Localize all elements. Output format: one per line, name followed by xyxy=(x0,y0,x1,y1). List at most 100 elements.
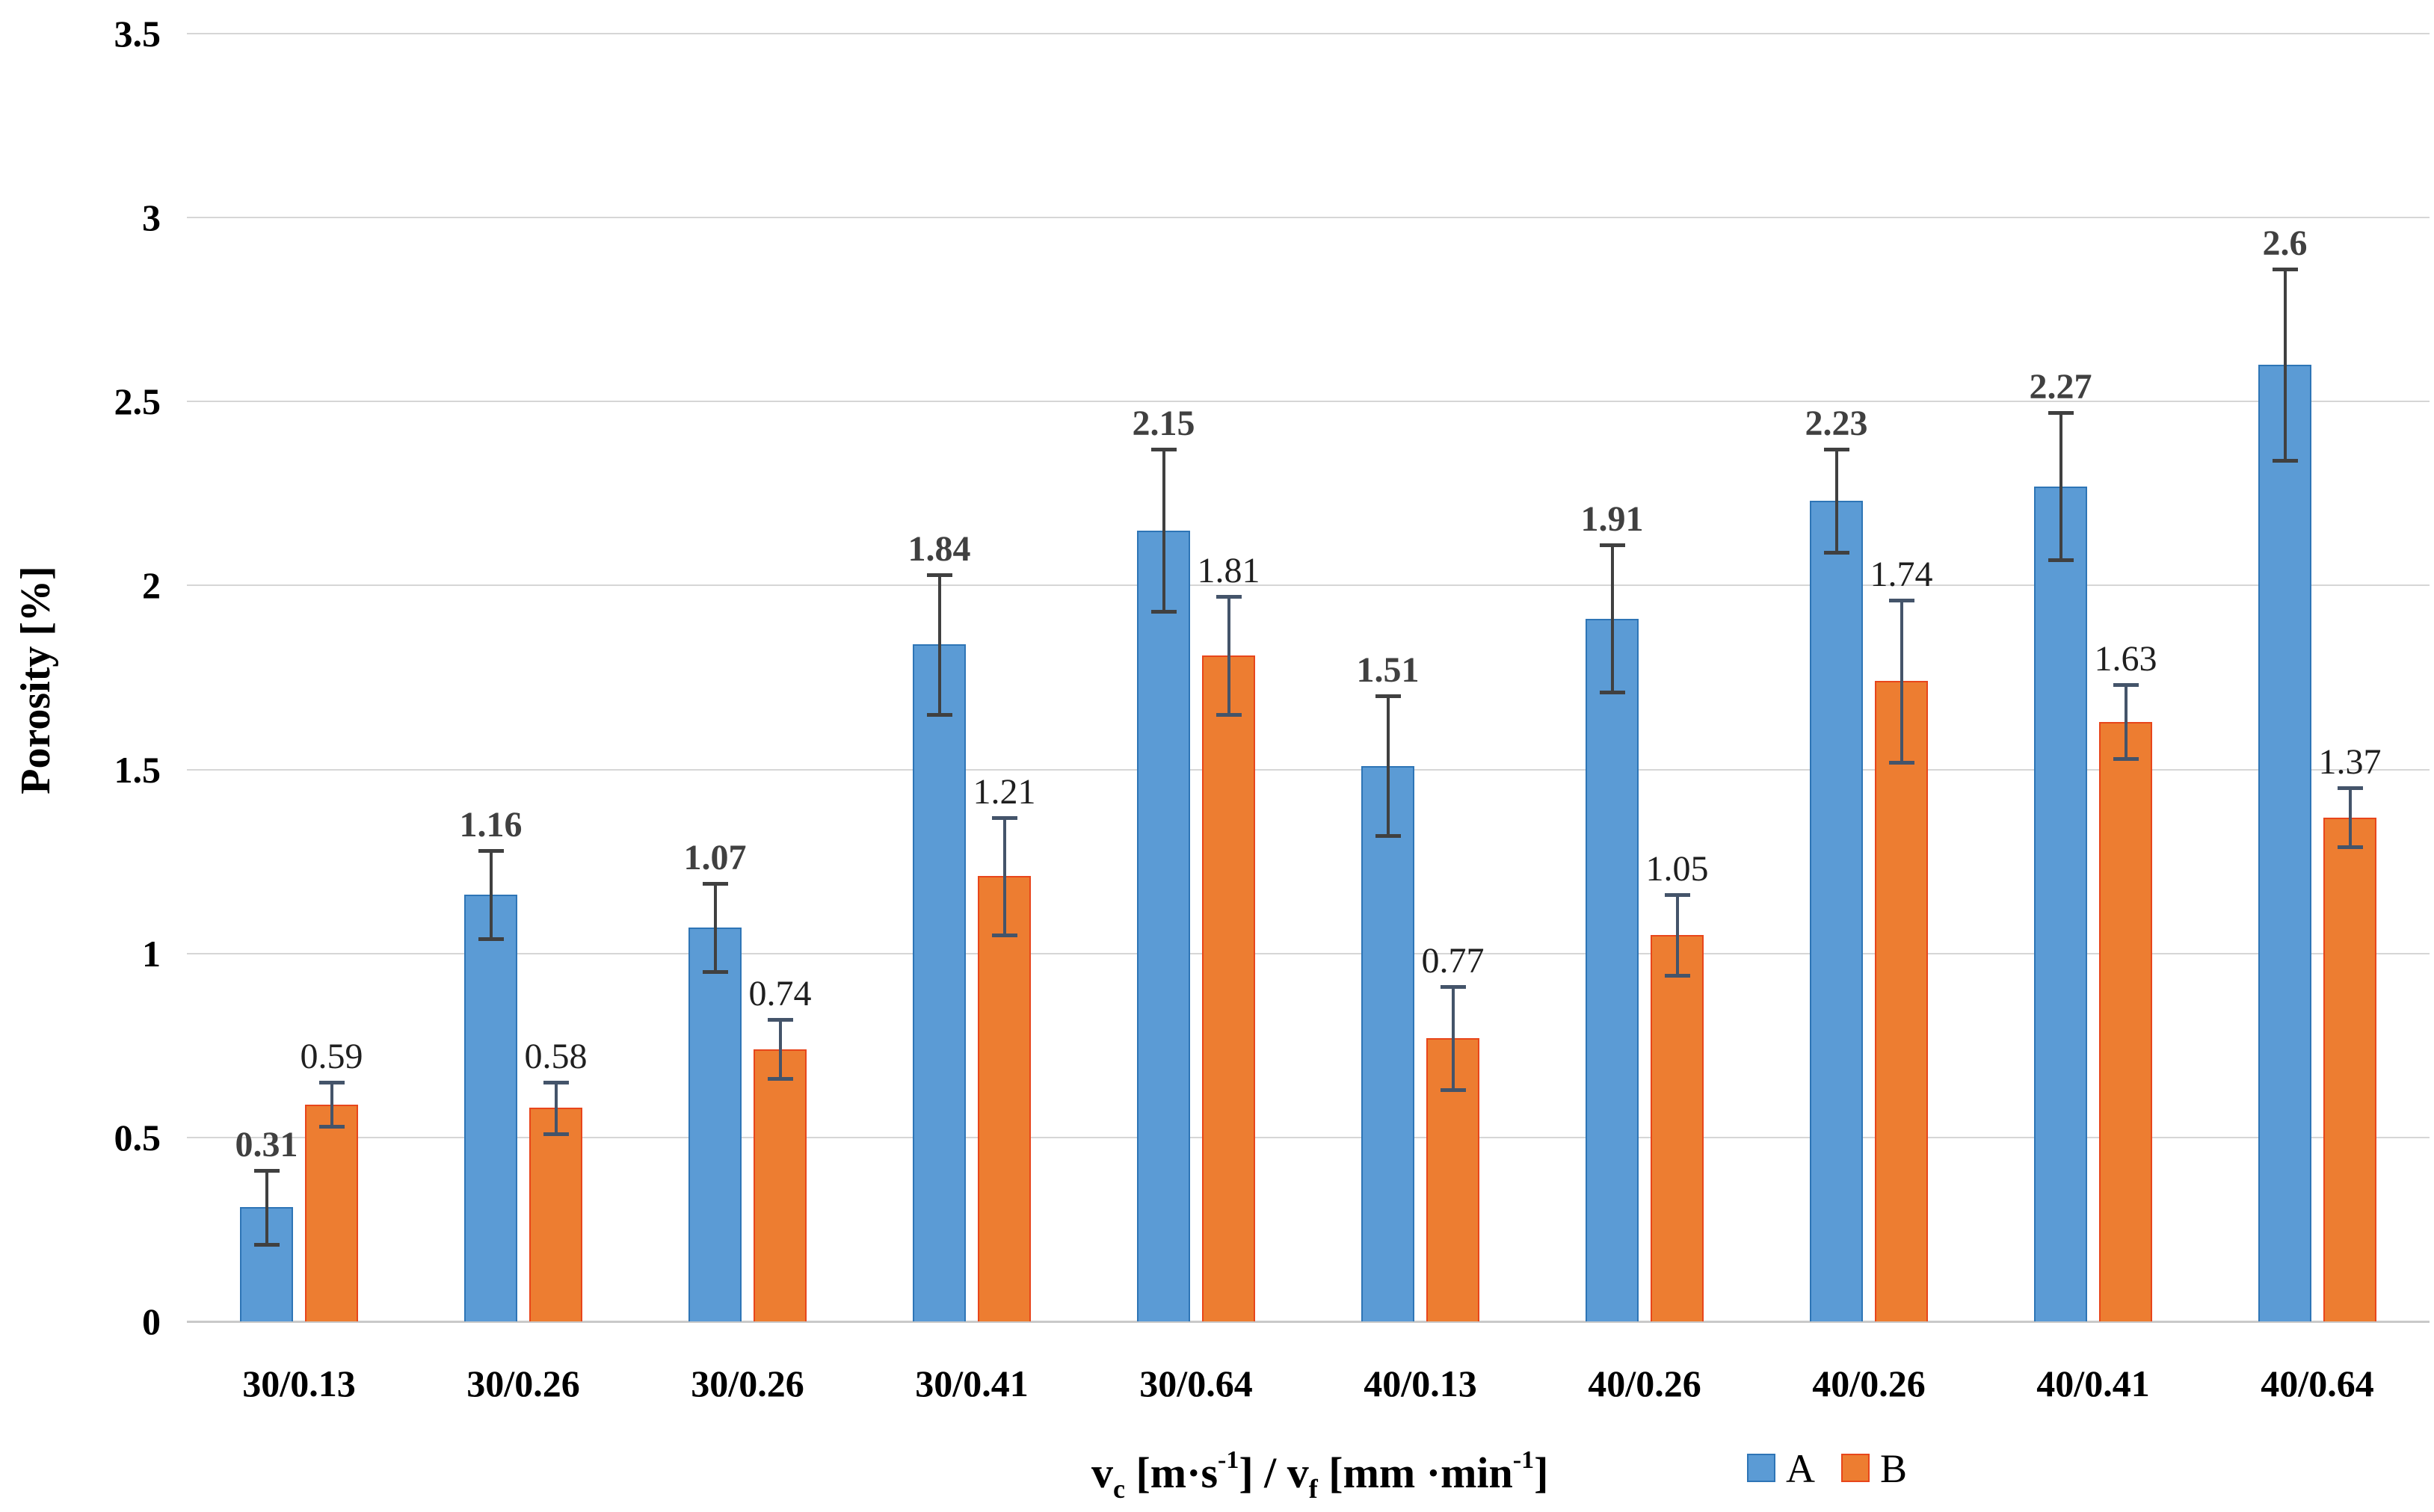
data-label-b-30/0.13: 0.59 xyxy=(300,1037,363,1076)
error-cap-top xyxy=(318,1081,345,1084)
data-label-a-40/0.26: 1.91 xyxy=(1580,499,1644,540)
gridline-y2.5 xyxy=(187,401,2430,403)
data-label-b-30/0.41: 1.21 xyxy=(973,771,1036,812)
bar-a-40/0.41 xyxy=(2034,486,2087,1321)
data-label-a-40/0.41: 2.27 xyxy=(2029,367,2092,407)
error-cap-bottom xyxy=(253,1242,280,1247)
bar-b-30/0.13 xyxy=(305,1104,358,1321)
bar-a-30/0.41 xyxy=(913,644,966,1321)
error-cap-bottom xyxy=(1823,551,1849,555)
data-label-b-40/0.64: 1.37 xyxy=(2318,742,2382,783)
error-cap-top xyxy=(1216,595,1242,599)
error-cap-top xyxy=(1664,892,1690,897)
y-tick-label-1: 1 xyxy=(142,932,161,975)
error-cap-top xyxy=(991,815,1017,820)
gridline-y1 xyxy=(187,952,2430,954)
error-cap-bottom xyxy=(2113,756,2139,761)
error-bar-a-40/0.26 xyxy=(1834,449,1838,553)
category-label: 30/0.13 xyxy=(242,1363,356,1404)
bar-b-40/0.26 xyxy=(1875,681,1928,1321)
bar-a-30/0.26 xyxy=(464,894,517,1321)
error-bar-b-40/0.26 xyxy=(1675,894,1679,976)
x-axis-title: vc [m·s-1] / vf [mm ·min-1] xyxy=(1091,1432,1548,1512)
error-bar-a-30/0.26 xyxy=(489,850,493,939)
error-bar-a-40/0.26 xyxy=(1610,545,1614,693)
category-label: 30/0.64 xyxy=(1139,1363,1253,1404)
legend-label-a: A xyxy=(1786,1446,1815,1491)
error-cap-top xyxy=(1888,599,1914,603)
error-cap-top xyxy=(543,1081,569,1084)
data-label-b-30/0.26: 0.74 xyxy=(748,974,812,1014)
error-cap-top xyxy=(1599,543,1625,548)
y-tick-label-3: 3 xyxy=(142,197,161,239)
error-cap-bottom xyxy=(543,1132,569,1136)
bar-b-40/0.26 xyxy=(1651,935,1704,1321)
data-label-b-30/0.26: 0.58 xyxy=(524,1037,588,1076)
data-label-b-40/0.26: 1.05 xyxy=(1645,848,1709,889)
error-bar-b-30/0.26 xyxy=(554,1082,558,1134)
data-label-a-40/0.26: 2.23 xyxy=(1805,404,1868,444)
data-label-a-30/0.64: 2.15 xyxy=(1132,404,1195,444)
data-label-a-30/0.13: 0.31 xyxy=(235,1125,298,1165)
gridline-y3.5 xyxy=(187,33,2430,34)
category-label: 40/0.26 xyxy=(1588,1363,1701,1404)
bar-a-40/0.13 xyxy=(1361,765,1414,1321)
x-title-part: v xyxy=(1091,1448,1113,1497)
error-cap-bottom xyxy=(1888,760,1914,765)
error-bar-a-30/0.41 xyxy=(937,574,941,715)
error-cap-top xyxy=(478,848,504,853)
y-tick-label-2.5: 2.5 xyxy=(114,380,161,423)
category-label: 40/0.64 xyxy=(2261,1363,2374,1404)
legend-swatch-a xyxy=(1747,1454,1775,1482)
error-cap-top xyxy=(767,1018,793,1022)
x-title-part: c xyxy=(1113,1474,1125,1504)
error-cap-bottom xyxy=(702,970,728,975)
error-cap-top xyxy=(2337,786,2363,791)
legend-label-b: B xyxy=(1880,1446,1908,1491)
data-label-b-30/0.64: 1.81 xyxy=(1197,551,1260,591)
error-cap-top xyxy=(2113,683,2139,688)
error-cap-top xyxy=(702,882,728,886)
category-label: 30/0.26 xyxy=(691,1363,804,1404)
category-label: 40/0.13 xyxy=(1364,1363,1477,1404)
gridline-y2 xyxy=(187,584,2430,587)
error-bar-b-40/0.41 xyxy=(2124,685,2128,759)
bar-b-30/0.64 xyxy=(1202,655,1255,1321)
error-bar-b-30/0.13 xyxy=(330,1082,333,1127)
data-label-a-30/0.26: 1.07 xyxy=(683,838,747,878)
x-title-part: -1 xyxy=(1512,1446,1535,1474)
bar-a-30/0.13 xyxy=(240,1207,293,1321)
gridline-y3 xyxy=(187,217,2430,219)
error-bar-b-30/0.26 xyxy=(778,1019,782,1079)
x-title-part: [m·s xyxy=(1124,1448,1218,1497)
data-label-a-40/0.64: 2.6 xyxy=(2262,223,2308,264)
bar-a-30/0.64 xyxy=(1137,530,1190,1321)
bar-a-40/0.26 xyxy=(1586,618,1639,1321)
error-bar-a-40/0.41 xyxy=(2059,413,2062,560)
error-cap-top xyxy=(1440,985,1466,990)
bar-a-40/0.26 xyxy=(1810,501,1863,1321)
bar-a-30/0.26 xyxy=(688,928,742,1321)
error-cap-bottom xyxy=(767,1077,793,1081)
y-tick-label-1.5: 1.5 xyxy=(114,748,161,791)
error-cap-bottom xyxy=(1440,1087,1466,1092)
y-tick-label-0: 0 xyxy=(142,1300,161,1342)
bar-b-30/0.26 xyxy=(529,1108,582,1321)
category-label: 30/0.41 xyxy=(915,1363,1029,1404)
data-label-a-30/0.41: 1.84 xyxy=(908,528,971,569)
error-cap-top xyxy=(1823,448,1849,452)
data-label-a-30/0.26: 1.16 xyxy=(459,804,523,845)
error-bar-a-30/0.13 xyxy=(265,1170,268,1244)
data-label-b-40/0.13: 0.77 xyxy=(1421,941,1485,981)
error-cap-top xyxy=(926,573,952,577)
x-title-part: f xyxy=(1308,1474,1318,1504)
error-bar-a-30/0.64 xyxy=(1162,449,1165,611)
error-cap-top xyxy=(2272,268,2298,272)
legend-swatch-b xyxy=(1841,1454,1870,1482)
error-cap-bottom xyxy=(318,1125,345,1129)
error-bar-b-40/0.26 xyxy=(1900,600,1903,762)
error-cap-bottom xyxy=(1150,609,1177,614)
error-cap-top xyxy=(253,1169,280,1173)
error-bar-b-40/0.13 xyxy=(1451,987,1455,1090)
error-cap-top xyxy=(2048,411,2074,416)
